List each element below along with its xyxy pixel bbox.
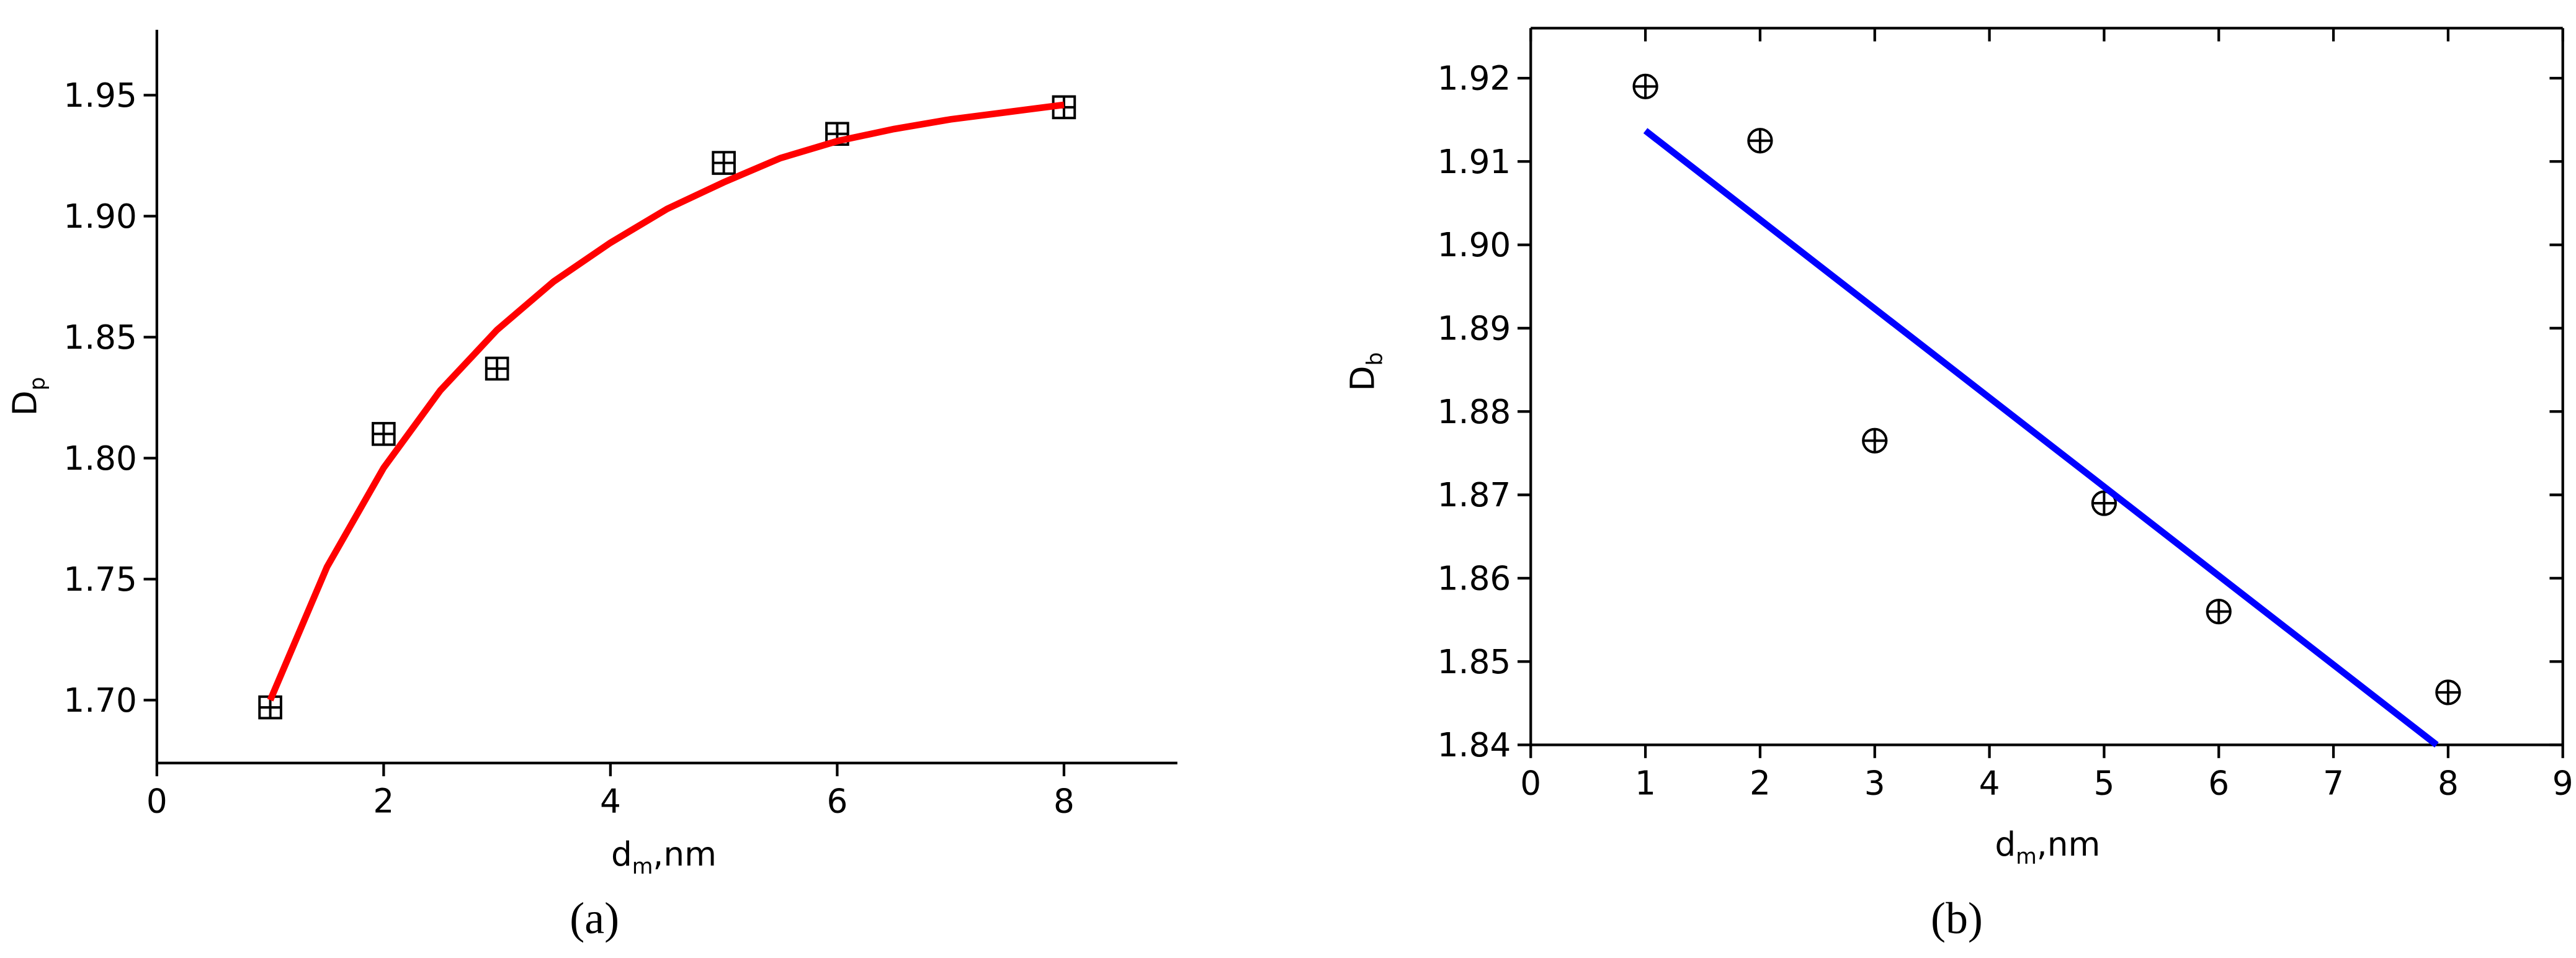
x-tick-label: 4 <box>1979 764 2000 802</box>
marker-cross <box>712 151 736 175</box>
y-axis-label: Dp <box>6 377 50 416</box>
label-main: D <box>1343 365 1382 391</box>
y-tick-label: 1.90 <box>63 197 137 236</box>
fit-line <box>267 101 1065 702</box>
label-main: d <box>611 835 632 874</box>
y-tick-label: 1.91 <box>1438 143 1511 181</box>
x-tick-label: 5 <box>2093 764 2114 802</box>
y-tick-label: 1.85 <box>1438 643 1511 681</box>
x-tick-label: 6 <box>2208 764 2229 802</box>
data-point <box>372 422 396 446</box>
data-point <box>1632 73 1658 100</box>
data-point <box>1862 428 1888 454</box>
x-tick-label: 3 <box>1864 764 1885 802</box>
x-tick-label: 8 <box>1053 782 1075 821</box>
label-sub: m <box>2016 844 2037 869</box>
data-point <box>2435 679 2461 705</box>
y-tick-label: 1.89 <box>1438 310 1511 348</box>
fit-line <box>1643 128 2439 748</box>
y-tick-label: 1.70 <box>63 681 137 720</box>
x-tick-label: 4 <box>600 782 621 821</box>
marker-cross <box>372 422 395 446</box>
label-sub: b <box>1363 352 1388 366</box>
label-main: D <box>6 390 45 416</box>
y-tick-label: 1.86 <box>1438 560 1511 598</box>
data-point <box>712 151 736 175</box>
y-tick-label: 1.84 <box>1438 726 1511 764</box>
x-axis-label: dm,nm <box>611 835 717 879</box>
y-tick-label: 1.80 <box>63 439 137 478</box>
marker-cross <box>1863 429 1887 452</box>
data-point <box>1747 128 1773 154</box>
label-rest: ,nm <box>2037 825 2101 864</box>
label-main: d <box>1995 825 2016 864</box>
y-tick-label: 1.95 <box>63 76 137 115</box>
x-tick-label: 2 <box>1750 764 1771 802</box>
caption: (a) <box>570 893 619 943</box>
x-tick-label: 2 <box>373 782 394 821</box>
y-tick-label: 1.90 <box>1438 226 1511 264</box>
x-tick-label: 6 <box>826 782 847 821</box>
x-tick-label: 9 <box>2552 764 2574 802</box>
label-sub: m <box>632 854 653 879</box>
y-tick-label: 1.88 <box>1438 393 1511 431</box>
chart: 0 2 4 6 8 1.70 1.75 1.80 1.85 1.90 1.95 dm,nm Dp (a) <box>6 30 1178 943</box>
x-tick-label: 1 <box>1635 764 1656 802</box>
x-axis-label: dm,nm <box>1995 825 2100 869</box>
y-tick-label: 1.75 <box>63 560 137 599</box>
y-tick-label: 1.92 <box>1438 60 1511 98</box>
marker-cross <box>2207 599 2230 624</box>
data-point <box>2091 490 2118 516</box>
marker-cross <box>1748 129 1772 153</box>
x-tick-label: 7 <box>2323 764 2344 802</box>
marker-cross <box>2436 681 2460 704</box>
marker-cross <box>2092 491 2116 515</box>
y-tick-label: 1.85 <box>63 318 137 357</box>
marker-cross <box>485 357 509 380</box>
x-tick-label: 8 <box>2438 764 2459 802</box>
x-tick-label: 0 <box>1520 764 1541 802</box>
label-rest: ,nm <box>653 835 717 874</box>
marker-cross <box>1634 74 1657 99</box>
data-point <box>2206 598 2232 625</box>
y-tick-label: 1.87 <box>1438 476 1511 514</box>
label-sub: p <box>25 377 50 390</box>
x-tick-label: 0 <box>146 782 168 821</box>
y-axis-label: Db <box>1343 352 1387 392</box>
chart: 0 1 2 3 4 5 6 7 8 9 1.84 1.85 1.86 1.87 1.88 1.89 1.90 1.… <box>1343 27 2574 943</box>
caption: (b) <box>1931 893 1983 943</box>
data-point <box>485 356 509 381</box>
